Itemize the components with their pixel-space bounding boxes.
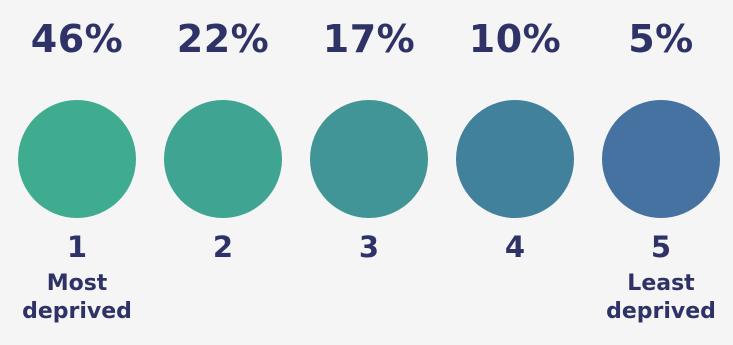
quintile-column-4: 10% 4 bbox=[442, 0, 588, 345]
quintile-circle bbox=[18, 100, 136, 218]
quintile-column-1: 46% 1 Most deprived bbox=[4, 0, 150, 345]
percentage-label: 10% bbox=[468, 17, 562, 61]
quintile-column-2: 22% 2 bbox=[150, 0, 296, 345]
quintile-number: 1 bbox=[66, 230, 88, 264]
percentage-label: 5% bbox=[628, 17, 694, 61]
description-line: Most bbox=[46, 271, 108, 296]
quintile-description: Most deprived bbox=[4, 270, 150, 326]
description-line: deprived bbox=[606, 299, 716, 324]
quintile-column-3: 17% 3 bbox=[296, 0, 442, 345]
quintile-number: 2 bbox=[212, 230, 234, 264]
quintile-circle bbox=[456, 100, 574, 218]
percentage-label: 46% bbox=[30, 17, 124, 61]
quintile-column-5: 5% 5 Least deprived bbox=[588, 0, 733, 345]
quintile-number: 5 bbox=[650, 230, 672, 264]
quintile-circle bbox=[164, 100, 282, 218]
percentage-label: 17% bbox=[322, 17, 416, 61]
quintile-circle bbox=[602, 100, 720, 218]
quintile-number: 3 bbox=[358, 230, 380, 264]
quintile-description: Least deprived bbox=[588, 270, 733, 326]
description-line: Least bbox=[627, 271, 695, 296]
quintile-number: 4 bbox=[504, 230, 526, 264]
percentage-label: 22% bbox=[176, 17, 270, 61]
quintile-circle bbox=[310, 100, 428, 218]
description-line: deprived bbox=[22, 299, 132, 324]
